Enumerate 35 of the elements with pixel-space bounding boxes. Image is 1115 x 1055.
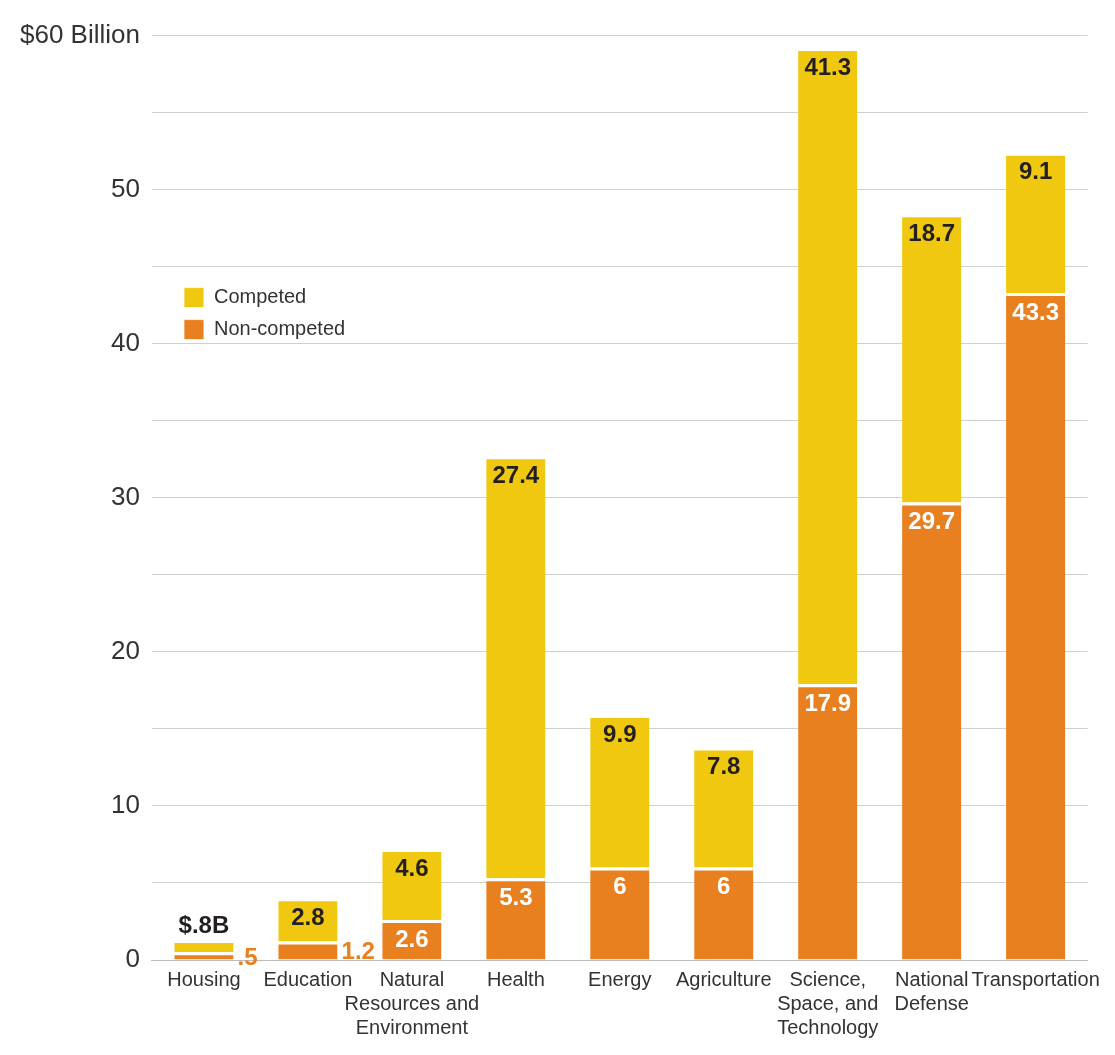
data-label: 9.9 — [603, 719, 637, 747]
data-label: 41.3 — [804, 52, 852, 80]
y-tick-label: 50 — [111, 172, 140, 203]
data-label: 27.4 — [492, 460, 540, 488]
data-label: 17.9 — [804, 688, 852, 716]
data-label: .5 — [237, 942, 258, 970]
x-tick-label: Education — [263, 967, 353, 990]
data-label: 43.3 — [1012, 297, 1060, 325]
y-tick-label: 10 — [111, 789, 140, 820]
y-tick-label: 40 — [111, 326, 140, 357]
x-tick-label: National Defense — [894, 967, 969, 1014]
legend-label: Competed — [213, 285, 307, 308]
data-label: $.8B — [178, 910, 230, 938]
data-label: 29.7 — [908, 507, 956, 535]
x-tick-label: Transportation — [971, 967, 1100, 990]
x-tick-label: Health — [486, 967, 545, 990]
data-label: 18.7 — [908, 218, 956, 246]
x-tick-label: Energy — [588, 967, 652, 990]
y-tick-label: 0 — [125, 943, 140, 974]
data-label: 6 — [717, 872, 731, 900]
y-tick-label: 20 — [111, 635, 140, 666]
y-tick-label: 30 — [111, 480, 140, 511]
data-label: 9.1 — [1018, 157, 1053, 185]
data-label: 2.6 — [395, 924, 429, 952]
x-tick-label: Housing — [167, 967, 241, 990]
data-label: 7.8 — [707, 752, 741, 780]
data-label: 5.3 — [499, 882, 533, 910]
legend-label: Non-competed — [213, 317, 346, 340]
data-label: 4.6 — [395, 853, 429, 881]
x-tick-label: Science, Space, and Technology — [777, 967, 879, 1038]
data-label: 1.2 — [341, 937, 375, 965]
data-label: 6 — [613, 872, 627, 900]
data-label: 2.8 — [291, 903, 325, 930]
y-tick-label: $60 Billion — [19, 18, 140, 49]
x-tick-label: Agriculture — [675, 967, 772, 990]
